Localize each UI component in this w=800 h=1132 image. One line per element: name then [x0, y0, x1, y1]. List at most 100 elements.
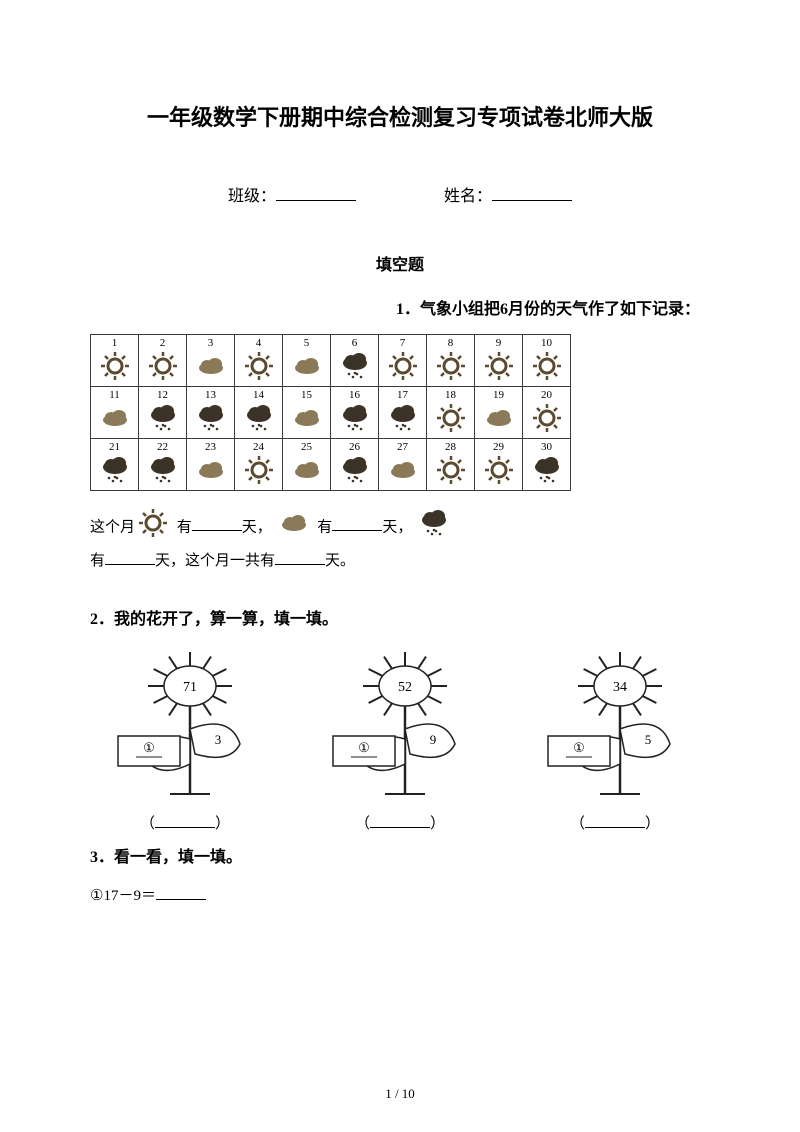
weather-cell: 25 — [283, 439, 331, 491]
weather-cell: 22 — [139, 439, 187, 491]
cloud-icon — [197, 456, 225, 484]
weather-cell: 13 — [187, 387, 235, 439]
q1-summary: 这个月 有天， 有天， 有天，这个月一共有天。 — [90, 509, 710, 575]
name-label: 姓名： — [444, 188, 492, 205]
weather-cell: 16 — [331, 387, 379, 439]
weather-cell: 14 — [235, 387, 283, 439]
sun-icon — [101, 352, 129, 380]
class-label: 班级： — [228, 188, 276, 205]
weather-cell: 23 — [187, 439, 235, 491]
weather-cell: 3 — [187, 335, 235, 387]
q2-title: 2．我的花开了，算一算，填一填。 — [90, 605, 710, 629]
weather-cell: 2 — [139, 335, 187, 387]
cloud-icon — [293, 404, 321, 432]
svg-text:①: ① — [358, 740, 370, 755]
fill-blank — [192, 515, 242, 531]
sun-icon — [533, 352, 561, 380]
cloud-icon — [197, 352, 225, 380]
svg-text:3: 3 — [215, 732, 222, 747]
rain-icon — [420, 509, 450, 547]
flower-diagram: 52 9 ① — [315, 644, 485, 804]
weather-cell: 9 — [475, 335, 523, 387]
weather-cell: 4 — [235, 335, 283, 387]
sun-icon — [533, 404, 561, 432]
weather-cell: 15 — [283, 387, 331, 439]
rain-icon — [197, 404, 225, 432]
svg-text:①: ① — [143, 740, 155, 755]
cloud-icon — [293, 352, 321, 380]
weather-cell: 24 — [235, 439, 283, 491]
weather-cell: 7 — [379, 335, 427, 387]
rain-icon — [533, 456, 561, 484]
rain-icon — [149, 456, 177, 484]
cloud-icon — [485, 404, 513, 432]
sun-icon — [139, 509, 169, 547]
document-title: 一年级数学下册期中综合检测复习专项试卷北师大版 — [90, 100, 710, 132]
rain-icon — [101, 456, 129, 484]
weather-calendar-table: 1234567891011121314151617181920212223242… — [90, 334, 571, 491]
weather-cell: 20 — [523, 387, 571, 439]
weather-cell: 30 — [523, 439, 571, 491]
weather-cell: 29 — [475, 439, 523, 491]
weather-cell: 12 — [139, 387, 187, 439]
sun-icon — [437, 404, 465, 432]
q3-title: 3．看一看，填一填。 — [90, 843, 710, 867]
flower-diagram: 34 5 ① — [530, 644, 700, 804]
weather-cell: 17 — [379, 387, 427, 439]
rain-icon — [149, 404, 177, 432]
weather-cell: 10 — [523, 335, 571, 387]
weather-cell: 1 — [91, 335, 139, 387]
student-info-row: 班级： 姓名： — [90, 182, 710, 206]
sun-icon — [485, 352, 513, 380]
weather-cell: 21 — [91, 439, 139, 491]
section-heading: 填空题 — [90, 251, 710, 275]
q1-title: 1．气象小组把6月份的天气作了如下记录： — [90, 295, 710, 319]
weather-cell: 6 — [331, 335, 379, 387]
q3-blank — [156, 884, 206, 900]
sun-icon — [245, 456, 273, 484]
sun-icon — [485, 456, 513, 484]
rain-icon — [389, 404, 417, 432]
svg-text:5: 5 — [645, 732, 652, 747]
svg-text:9: 9 — [430, 732, 437, 747]
svg-text:①: ① — [573, 740, 585, 755]
svg-text:34: 34 — [613, 680, 627, 695]
weather-cell: 19 — [475, 387, 523, 439]
cloud-icon — [101, 404, 129, 432]
rain-icon — [341, 404, 369, 432]
rain-icon — [341, 352, 369, 380]
svg-text:71: 71 — [183, 680, 197, 695]
rain-icon — [341, 456, 369, 484]
fill-blank — [105, 549, 155, 565]
page-footer: 1 / 10 — [0, 1086, 800, 1102]
weather-cell: 11 — [91, 387, 139, 439]
cloud-icon — [293, 456, 321, 484]
sun-icon — [437, 456, 465, 484]
weather-cell: 5 — [283, 335, 331, 387]
sun-icon — [149, 352, 177, 380]
cloud-icon — [389, 456, 417, 484]
flower-answer-blank: （） — [570, 812, 660, 833]
flower-item: 71 3 ① （） — [100, 644, 270, 833]
weather-cell: 18 — [427, 387, 475, 439]
sun-icon — [437, 352, 465, 380]
cloud-icon — [280, 509, 310, 547]
flower-diagram: 71 3 ① — [100, 644, 270, 804]
flower-item: 34 5 ① （） — [530, 644, 700, 833]
fill-blank — [275, 549, 325, 565]
fill-blank — [332, 515, 382, 531]
q3-expr: ①17－9＝ — [90, 888, 156, 904]
class-blank — [276, 185, 356, 201]
flowers-row: 71 3 ① （） 52 9 ① （） 34 5 ① （） — [90, 644, 710, 833]
weather-cell: 28 — [427, 439, 475, 491]
weather-cell: 8 — [427, 335, 475, 387]
flower-answer-blank: （） — [355, 812, 445, 833]
flower-answer-blank: （） — [140, 812, 230, 833]
rain-icon — [245, 404, 273, 432]
svg-text:52: 52 — [398, 680, 412, 695]
weather-cell: 27 — [379, 439, 427, 491]
sun-icon — [389, 352, 417, 380]
weather-cell: 26 — [331, 439, 379, 491]
sun-icon — [245, 352, 273, 380]
q3-line1: ①17－9＝ — [90, 882, 710, 910]
